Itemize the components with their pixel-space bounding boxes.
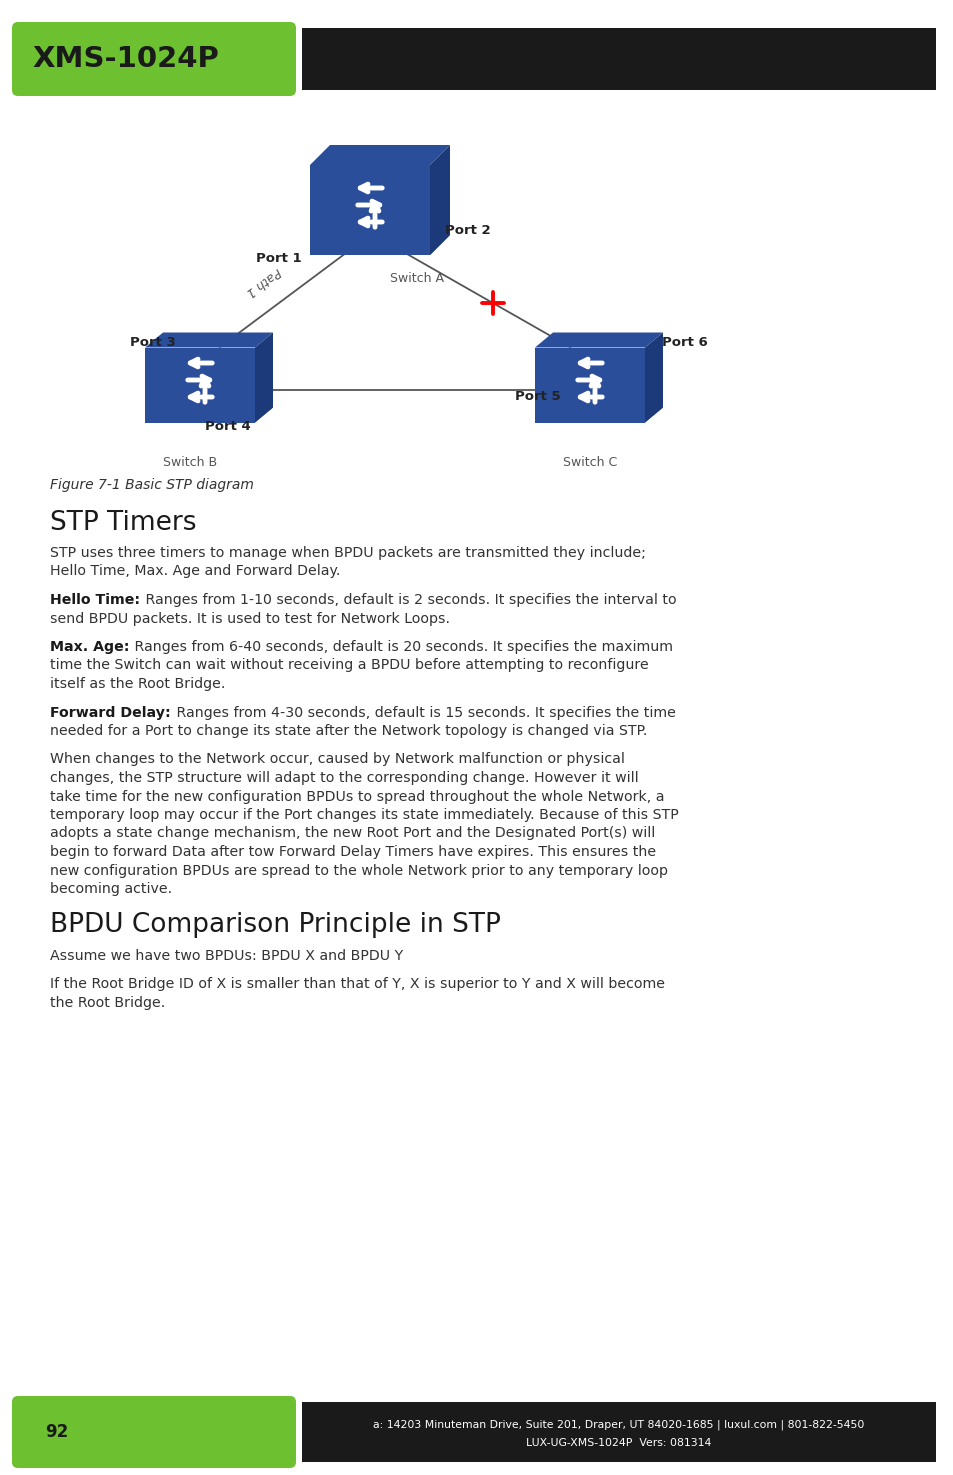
FancyBboxPatch shape (12, 1395, 295, 1468)
Polygon shape (310, 145, 450, 165)
Polygon shape (535, 407, 662, 422)
Text: temporary loop may occur if the Port changes its state immediately. Because of t: temporary loop may occur if the Port cha… (50, 808, 678, 822)
Text: Port 3: Port 3 (130, 336, 175, 350)
Bar (535, 348, 644, 422)
Text: Ranges from 1-10 seconds, default is 2 seconds. It specifies the interval to: Ranges from 1-10 seconds, default is 2 s… (141, 593, 676, 608)
Text: Port 6: Port 6 (661, 336, 707, 350)
Text: begin to forward Data after tow Forward Delay Timers have expires. This ensures : begin to forward Data after tow Forward … (50, 845, 656, 858)
FancyBboxPatch shape (12, 22, 295, 96)
Text: Ranges from 4-30 seconds, default is 15 seconds. It specifies the time: Ranges from 4-30 seconds, default is 15 … (172, 705, 675, 720)
Bar (310, 165, 430, 255)
Text: BPDU Comparison Principle in STP: BPDU Comparison Principle in STP (50, 913, 500, 938)
Text: 92: 92 (45, 1423, 69, 1441)
Text: Port 2: Port 2 (444, 224, 490, 236)
Text: becoming active.: becoming active. (50, 882, 172, 895)
Polygon shape (310, 235, 450, 255)
Text: send BPDU packets. It is used to test for Network Loops.: send BPDU packets. It is used to test fo… (50, 612, 450, 625)
Bar (302, 1403, 935, 1462)
Text: Figure 7-1 Basic STP diagram: Figure 7-1 Basic STP diagram (50, 478, 253, 493)
Text: a: 14203 Minuteman Drive, Suite 201, Draper, UT 84020-1685 | luxul.com | 801-822: a: 14203 Minuteman Drive, Suite 201, Dra… (373, 1419, 863, 1431)
Bar (145, 348, 254, 422)
Text: Port 1: Port 1 (256, 252, 302, 264)
Text: take time for the new configuration BPDUs to spread throughout the whole Network: take time for the new configuration BPDU… (50, 789, 664, 804)
Text: Switch B: Switch B (163, 456, 217, 469)
Text: Max. Age:: Max. Age: (50, 640, 130, 653)
Text: If the Root Bridge ID of X is smaller than that of Y, X is superior to Y and X w: If the Root Bridge ID of X is smaller th… (50, 976, 664, 991)
Text: the Root Bridge.: the Root Bridge. (50, 996, 165, 1009)
Text: changes, the STP structure will adapt to the corresponding change. However it wi: changes, the STP structure will adapt to… (50, 771, 638, 785)
Text: Port 5: Port 5 (515, 391, 560, 404)
Text: Forward Delay:: Forward Delay: (50, 705, 171, 720)
Text: Hello Time:: Hello Time: (50, 593, 140, 608)
Text: Assume we have two BPDUs: BPDU X and BPDU Y: Assume we have two BPDUs: BPDU X and BPD… (50, 948, 403, 963)
Text: Port 4: Port 4 (205, 420, 251, 434)
Polygon shape (145, 407, 273, 422)
Text: new configuration BPDUs are spread to the whole Network prior to any temporary l: new configuration BPDUs are spread to th… (50, 863, 667, 878)
Polygon shape (535, 332, 662, 348)
Text: Hello Time, Max. Age and Forward Delay.: Hello Time, Max. Age and Forward Delay. (50, 565, 340, 578)
Text: itself as the Root Bridge.: itself as the Root Bridge. (50, 677, 225, 690)
Text: Ranges from 6-40 seconds, default is 20 seconds. It specifies the maximum: Ranges from 6-40 seconds, default is 20 … (131, 640, 673, 653)
Polygon shape (254, 332, 273, 422)
Text: Switch A: Switch A (390, 271, 443, 285)
Text: STP uses three timers to manage when BPDU packets are transmitted they include;: STP uses three timers to manage when BPD… (50, 546, 645, 560)
Text: XMS-1024P: XMS-1024P (32, 46, 218, 72)
Text: LUX-UG-XMS-1024P  Vers: 081314: LUX-UG-XMS-1024P Vers: 081314 (526, 1438, 711, 1448)
Text: needed for a Port to change its state after the Network topology is changed via : needed for a Port to change its state af… (50, 724, 647, 738)
Polygon shape (145, 332, 273, 348)
Text: Path 1: Path 1 (243, 264, 283, 298)
Text: time the Switch can wait without receiving a BPDU before attempting to reconfigu: time the Switch can wait without receivi… (50, 658, 648, 673)
Text: adopts a state change mechanism, the new Root Port and the Designated Port(s) wi: adopts a state change mechanism, the new… (50, 826, 655, 841)
Text: Switch C: Switch C (562, 456, 617, 469)
Polygon shape (644, 332, 662, 422)
Polygon shape (430, 145, 450, 255)
Bar (302, 28, 935, 90)
Text: When changes to the Network occur, caused by Network malfunction or physical: When changes to the Network occur, cause… (50, 752, 624, 767)
Text: STP Timers: STP Timers (50, 510, 196, 535)
